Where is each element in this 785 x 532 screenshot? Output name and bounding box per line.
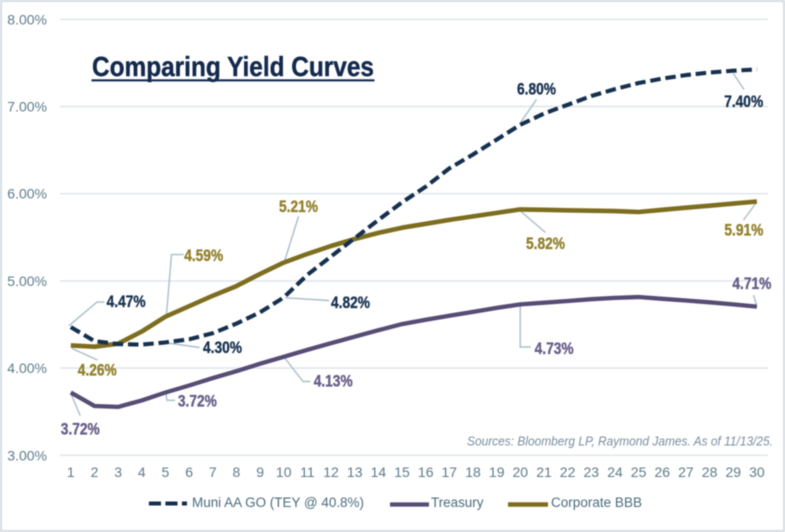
svg-text:12: 12 (323, 464, 339, 480)
svg-text:7.40%: 7.40% (724, 93, 763, 111)
svg-text:3.72%: 3.72% (61, 421, 100, 439)
svg-text:5.82%: 5.82% (526, 235, 565, 253)
svg-text:4.26%: 4.26% (78, 361, 117, 379)
svg-text:3: 3 (114, 464, 122, 480)
svg-text:17: 17 (442, 464, 458, 480)
svg-text:25: 25 (631, 464, 647, 480)
svg-text:3.00%: 3.00% (7, 447, 47, 463)
svg-text:5.91%: 5.91% (724, 222, 763, 240)
svg-text:28: 28 (702, 464, 718, 480)
svg-text:5: 5 (162, 464, 170, 480)
svg-text:3.72%: 3.72% (178, 393, 217, 411)
svg-text:18: 18 (465, 464, 481, 480)
svg-text:30: 30 (749, 464, 765, 480)
svg-text:4.59%: 4.59% (184, 247, 223, 265)
svg-text:Comparing Yield Curves: Comparing Yield Curves (92, 51, 374, 82)
svg-text:21: 21 (536, 464, 552, 480)
svg-text:4.30%: 4.30% (203, 339, 242, 357)
svg-text:16: 16 (418, 464, 434, 480)
svg-text:Muni AA GO (TEY @ 40.8%): Muni AA GO (TEY @ 40.8%) (192, 495, 364, 510)
svg-text:4.73%: 4.73% (535, 340, 574, 358)
svg-text:5.00%: 5.00% (7, 273, 47, 289)
svg-text:Sources: Bloomberg LP, Raymond: Sources: Bloomberg LP, Raymond James. As… (467, 434, 773, 449)
svg-text:10: 10 (276, 464, 292, 480)
svg-text:4.82%: 4.82% (331, 294, 370, 312)
svg-text:26: 26 (655, 464, 671, 480)
svg-text:8.00%: 8.00% (7, 11, 47, 27)
svg-text:6.00%: 6.00% (7, 186, 47, 202)
svg-text:14: 14 (371, 464, 387, 480)
svg-text:4.00%: 4.00% (7, 360, 47, 376)
svg-text:4: 4 (138, 464, 146, 480)
svg-text:4.71%: 4.71% (732, 275, 771, 293)
svg-text:2: 2 (91, 464, 99, 480)
svg-text:13: 13 (347, 464, 363, 480)
svg-text:5.21%: 5.21% (279, 198, 318, 216)
svg-text:22: 22 (560, 464, 576, 480)
svg-text:7.00%: 7.00% (7, 99, 47, 115)
svg-text:29: 29 (726, 464, 742, 480)
svg-text:7: 7 (209, 464, 217, 480)
svg-text:9: 9 (256, 464, 264, 480)
svg-text:20: 20 (513, 464, 529, 480)
svg-text:Treasury: Treasury (431, 495, 484, 510)
svg-text:27: 27 (678, 464, 694, 480)
svg-text:8: 8 (233, 464, 241, 480)
svg-text:4.13%: 4.13% (314, 373, 353, 391)
svg-text:6.80%: 6.80% (517, 80, 556, 98)
svg-text:Corporate BBB: Corporate BBB (551, 495, 642, 510)
svg-text:23: 23 (584, 464, 600, 480)
svg-text:6: 6 (185, 464, 193, 480)
svg-text:4.47%: 4.47% (107, 293, 146, 311)
svg-text:11: 11 (300, 464, 315, 480)
svg-text:15: 15 (394, 464, 410, 480)
svg-text:24: 24 (607, 464, 623, 480)
svg-text:19: 19 (489, 464, 505, 480)
svg-text:1: 1 (67, 464, 75, 480)
